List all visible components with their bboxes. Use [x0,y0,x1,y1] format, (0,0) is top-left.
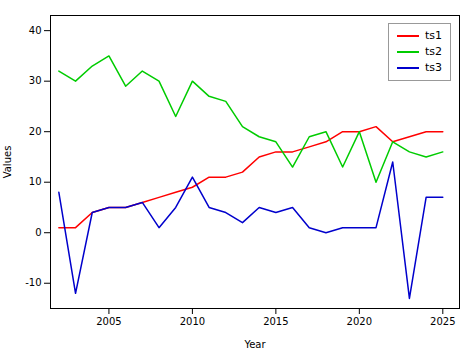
svg-text:40: 40 [29,25,42,36]
html-text:ts1: ts1 [425,29,442,42]
svg-text:20: 20 [29,126,42,137]
svg-text:2020: 2020 [347,316,372,327]
svg-text:Values: Values [2,146,13,179]
svg-text:2010: 2010 [180,316,205,327]
html-text:ts2: ts2 [425,45,442,58]
svg-text:-10: -10 [25,277,41,288]
svg-text:0: 0 [35,227,41,238]
svg-text:Year: Year [243,339,266,350]
svg-text:2005: 2005 [96,316,121,327]
svg-text:30: 30 [29,75,42,86]
svg-text:10: 10 [29,176,42,187]
svg-text:2015: 2015 [263,316,288,327]
html-text:ts3: ts3 [425,61,442,74]
svg-text:2025: 2025 [430,316,455,327]
